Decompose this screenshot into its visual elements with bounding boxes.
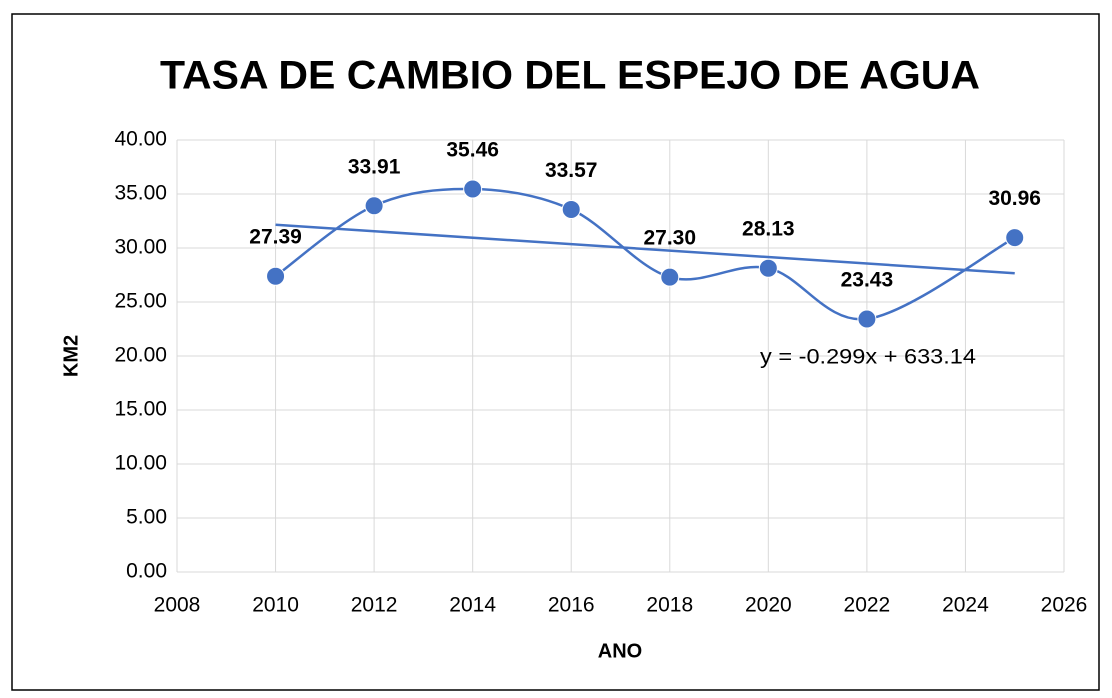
trendline <box>275 223 1015 275</box>
data-point <box>463 179 483 199</box>
data-label: 33.91 <box>348 155 401 178</box>
x-axis-title: ANO <box>598 640 642 662</box>
y-tick-label: 5.00 <box>126 506 167 529</box>
x-tick-label: 2020 <box>745 594 792 617</box>
data-point <box>266 266 286 286</box>
y-tick-label: 25.00 <box>114 290 167 313</box>
y-tick-label: 10.00 <box>114 452 167 475</box>
x-tick-label: 2018 <box>646 594 693 617</box>
y-tick-label: 0.00 <box>126 560 167 583</box>
x-tick-label: 2022 <box>844 594 891 617</box>
data-point <box>1005 228 1025 248</box>
x-tick-label: 2008 <box>154 594 201 617</box>
chart-frame <box>11 13 1100 691</box>
y-axis-title: KM2 <box>60 335 82 377</box>
data-label: 33.57 <box>545 159 598 182</box>
y-tick-label: 35.00 <box>114 182 167 205</box>
y-tick-label: 15.00 <box>114 398 167 421</box>
trendline-label: y = -0.299x + 633.14 <box>760 346 976 369</box>
x-tick-label: 2024 <box>942 594 989 617</box>
data-label: 27.39 <box>249 226 302 249</box>
data-point <box>758 258 778 278</box>
data-point <box>364 196 384 216</box>
y-tick-label: 20.00 <box>114 344 167 367</box>
x-tick-label: 2026 <box>1041 594 1088 617</box>
data-label: 27.30 <box>643 227 696 250</box>
chart-title: TASA DE CAMBIO DEL ESPEJO DE AGUA <box>160 54 980 98</box>
y-tick-label: 40.00 <box>114 128 167 151</box>
x-tick-label: 2012 <box>351 594 398 617</box>
data-label: 35.46 <box>446 139 499 162</box>
x-tick-label: 2010 <box>252 594 299 617</box>
data-point <box>561 199 581 219</box>
data-label: 23.43 <box>841 269 894 292</box>
data-label: 28.13 <box>742 218 795 241</box>
data-point <box>660 267 680 287</box>
y-tick-label: 30.00 <box>114 236 167 259</box>
x-tick-label: 2014 <box>449 594 496 617</box>
data-label: 30.96 <box>988 187 1041 210</box>
data-point <box>857 309 877 329</box>
x-tick-label: 2016 <box>548 594 595 617</box>
